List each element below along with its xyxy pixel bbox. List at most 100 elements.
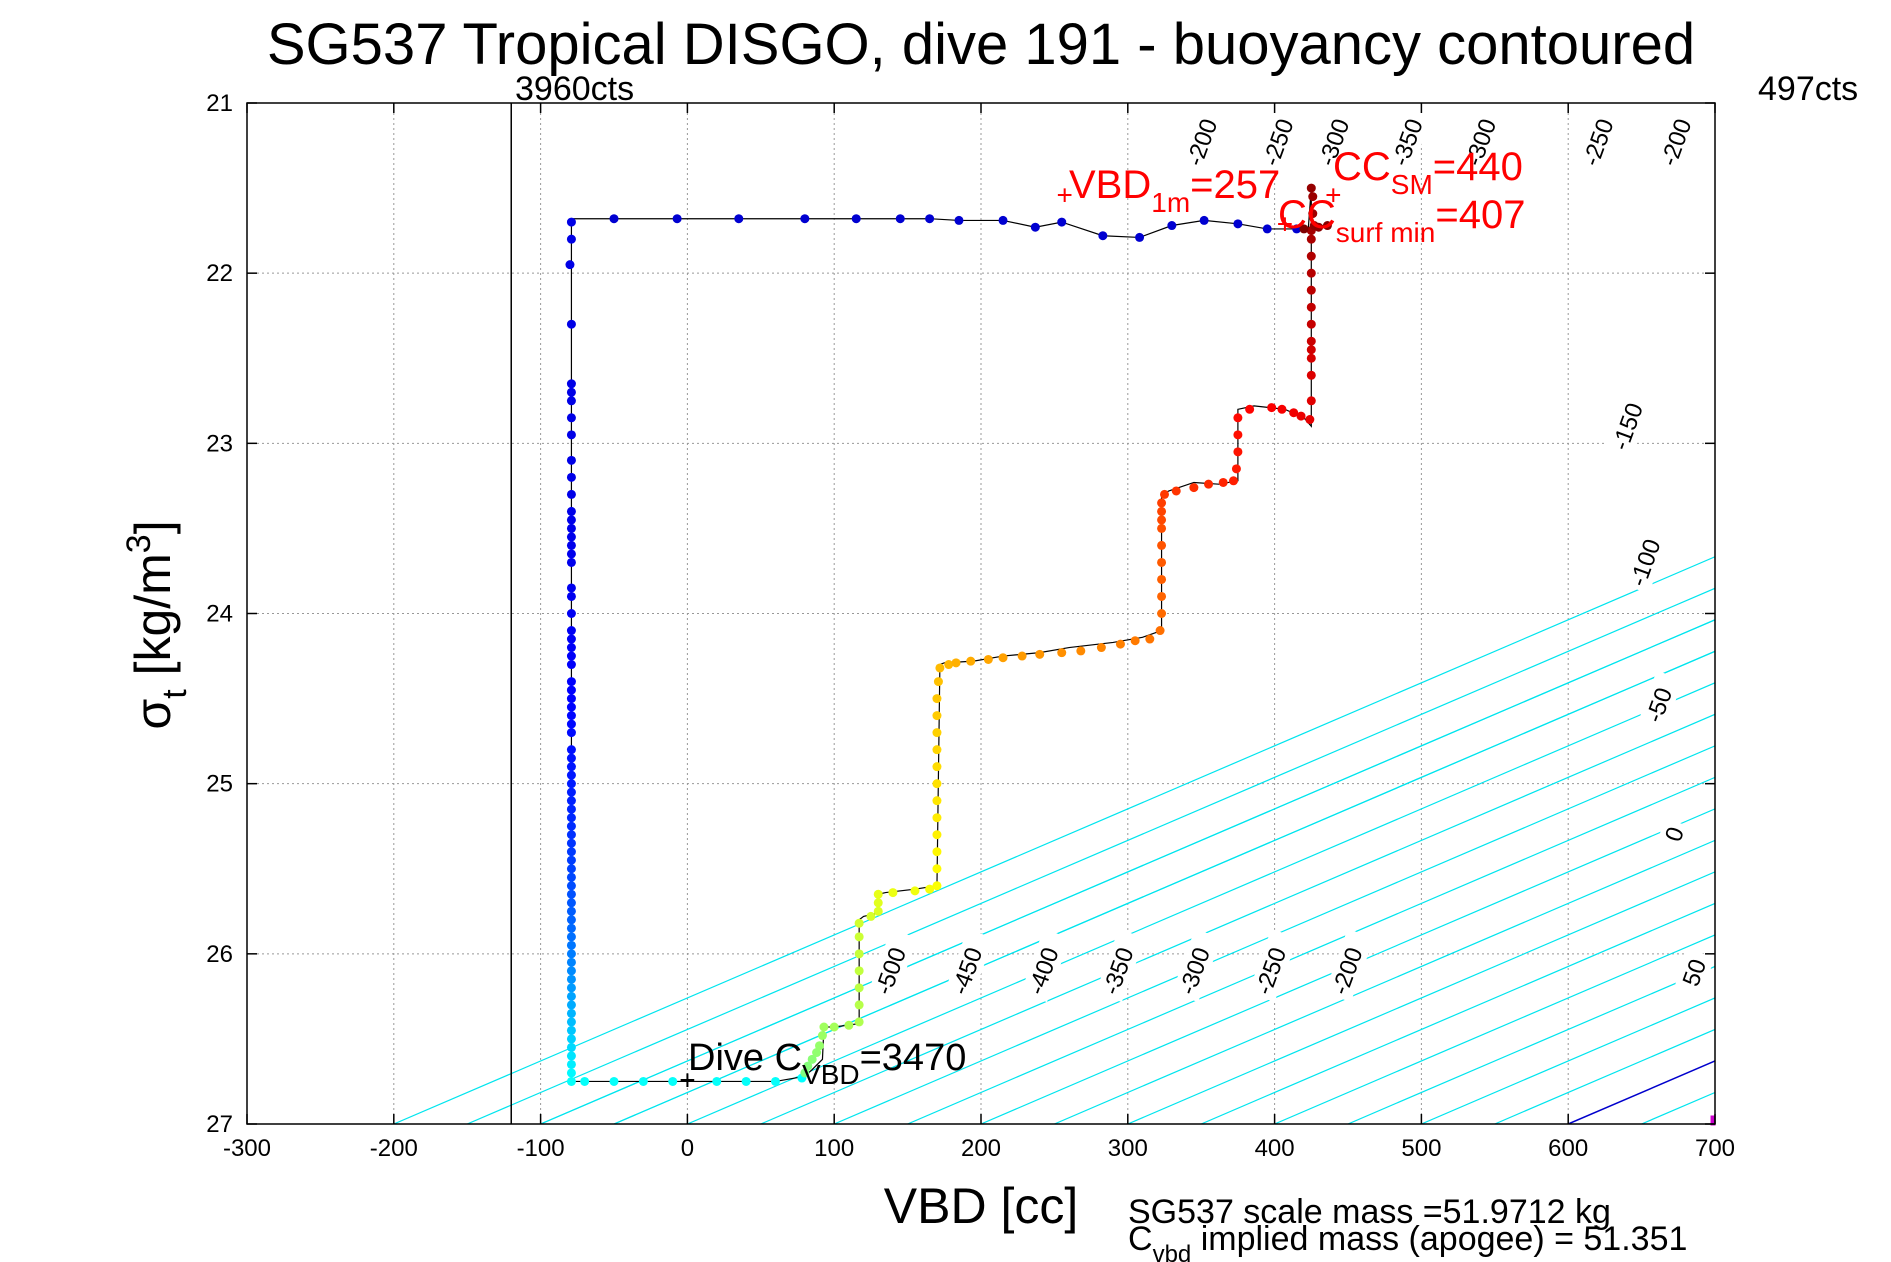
data-point-up <box>1076 646 1086 656</box>
data-point-down <box>566 651 576 661</box>
data-point-up <box>1296 411 1306 421</box>
data-point-up <box>1145 634 1155 644</box>
contour-label-bg <box>1384 99 1435 174</box>
svg-text:VBD1m=257: VBD1m=257 <box>1069 163 1280 218</box>
data-point-down <box>566 974 576 984</box>
data-point-up <box>932 847 942 857</box>
x-tick-label: -300 <box>223 1135 271 1162</box>
data-point-down <box>712 1076 722 1086</box>
contour-line <box>1127 871 1715 1124</box>
implied-mass-rest: implied mass (apogee) = 51.351 <box>1191 1220 1687 1258</box>
y-tick-label: 25 <box>206 771 233 798</box>
data-point-up <box>1157 498 1167 508</box>
data-point-down <box>566 957 576 967</box>
data-point-up <box>1218 477 1228 487</box>
cc-sm-annotation: CCSM=440 <box>1333 145 1523 200</box>
data-point-up <box>932 745 942 755</box>
data-point-down <box>566 830 576 840</box>
contour-line <box>540 619 1715 1124</box>
data-point-down <box>566 966 576 976</box>
data-point-up <box>854 1017 864 1027</box>
svg-text:Cvbd implied mass (apogee) = 5: Cvbd implied mass (apogee) = 51.351 <box>1128 1220 1687 1262</box>
x-axis-ticks: -300 -200 -100 0 100 200 300 400 500 600 700 <box>223 103 1735 1162</box>
cc-sm-rest: =440 <box>1433 145 1523 189</box>
data-point-down <box>566 991 576 1001</box>
data-point-down <box>566 1000 576 1010</box>
contour-label-bg <box>1311 99 1361 174</box>
data-point-up <box>854 949 864 959</box>
data-point-up <box>1306 396 1316 406</box>
x-tick-label: 200 <box>961 1135 1001 1162</box>
data-point-down <box>566 532 576 542</box>
data-point-up <box>854 1000 864 1010</box>
data-point-down <box>770 1076 780 1086</box>
y-tick-label: 23 <box>206 430 233 457</box>
data-point-up <box>1306 183 1316 193</box>
data-point-up <box>815 1041 825 1051</box>
y-tick-label: 24 <box>206 601 233 628</box>
data-point-down <box>566 1017 576 1027</box>
contour-line <box>1054 839 1715 1124</box>
data-point-up <box>932 830 942 840</box>
data-point-down <box>566 864 576 874</box>
contour-label-bg <box>1653 99 1703 174</box>
data-point-up <box>932 813 942 823</box>
data-point-down <box>566 685 576 695</box>
data-point-up <box>844 1020 854 1030</box>
data-point-down <box>566 515 576 525</box>
data-point-down <box>566 906 576 916</box>
data-point-up <box>932 728 942 738</box>
data-point-down <box>741 1076 751 1086</box>
y-axis-label-unit: [kg/m <box>125 553 181 675</box>
data-point-down <box>566 319 576 329</box>
contour-label: 0 <box>1657 817 1692 850</box>
data-point-up <box>829 1022 839 1032</box>
dive-c-rest: =3470 <box>860 1037 967 1079</box>
data-point-up <box>932 762 942 772</box>
y-tick-label: 26 <box>206 941 233 968</box>
data-point-down <box>566 932 576 942</box>
x-tick-label: 100 <box>814 1135 854 1162</box>
data-point-down <box>566 1025 576 1035</box>
contour-label-bg <box>1622 520 1673 594</box>
contour-label-bg <box>867 928 918 1003</box>
y-tick-label: 22 <box>206 260 233 287</box>
data-point-up <box>1157 515 1167 525</box>
data-point-down <box>566 643 576 653</box>
implied-mass-annotation: Cvbd implied mass (apogee) = 51.351 <box>1128 1220 1687 1262</box>
implied-mass-sub: vbd <box>1153 1241 1192 1262</box>
data-point-up <box>1308 209 1318 219</box>
data-point-surface <box>925 214 935 224</box>
data-point-down <box>638 1076 648 1086</box>
data-point-down <box>566 660 576 670</box>
data-point-down <box>566 847 576 857</box>
svg-text:CCSM=440: CCSM=440 <box>1333 145 1523 200</box>
data-point-down <box>566 813 576 823</box>
data-point-down <box>566 855 576 865</box>
data-point-surface <box>954 215 964 225</box>
data-point-down <box>566 506 576 516</box>
data-point-down <box>566 770 576 780</box>
dive-c-main: Dive C <box>688 1037 802 1079</box>
data-point-up <box>866 911 876 921</box>
data-point-down <box>566 234 576 244</box>
contour-line <box>907 776 1715 1124</box>
data-point-down <box>566 591 576 601</box>
data-point-down <box>566 677 576 687</box>
data-point-up <box>1299 224 1309 234</box>
data-point-up <box>1233 413 1243 423</box>
dive-profile <box>569 188 1328 1083</box>
corner-marker <box>1710 1115 1716 1126</box>
marker-plus: + <box>679 1064 695 1095</box>
data-point-up <box>983 654 993 664</box>
data-point-down <box>566 1059 576 1069</box>
data-point-down <box>566 762 576 772</box>
data-point-down <box>566 881 576 891</box>
data-point-down <box>566 889 576 899</box>
data-point-up <box>1308 192 1318 202</box>
data-point-up <box>1306 234 1316 244</box>
data-point-up <box>873 898 883 908</box>
data-point-surface <box>1292 224 1302 234</box>
y-tick-label: 21 <box>206 90 233 117</box>
right-counts-label: 497cts <box>1758 70 1858 108</box>
